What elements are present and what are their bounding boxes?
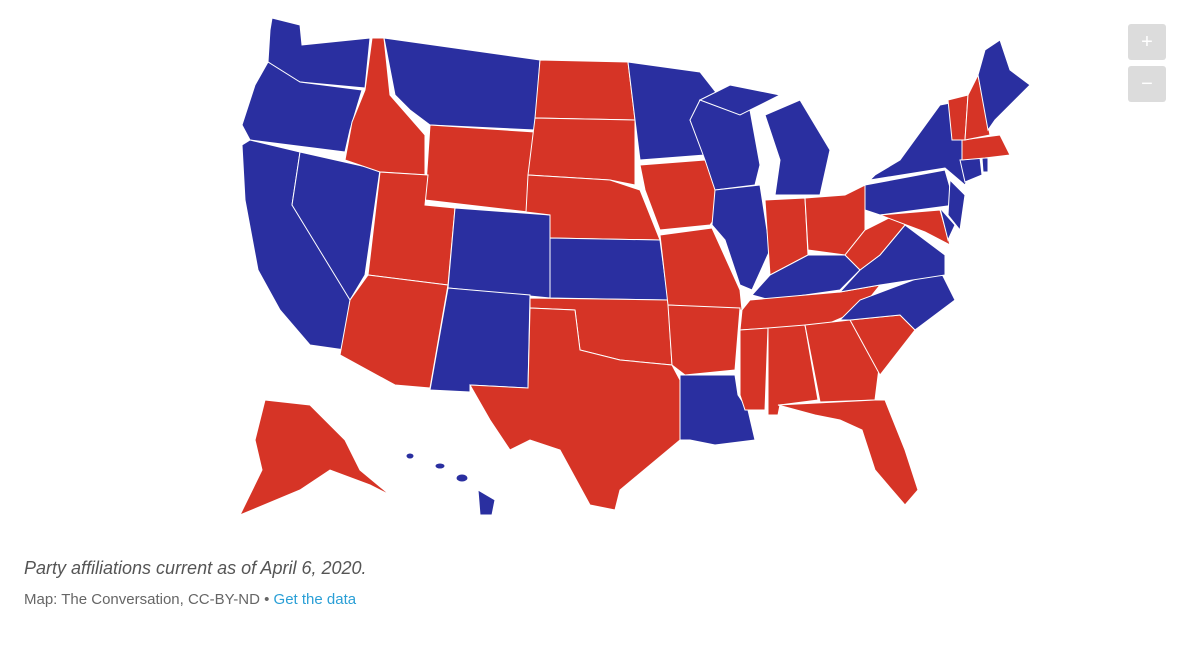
zoom-out-button[interactable]: − (1128, 66, 1166, 102)
state-shape (447, 207, 551, 299)
source: Map: The Conversation, CC-BY-ND (24, 591, 260, 608)
state-shape (238, 399, 391, 516)
state-shape (961, 134, 1011, 161)
state-shape (405, 452, 415, 460)
state-shape (429, 287, 531, 393)
state-shape (434, 462, 446, 470)
state-shape (879, 209, 951, 246)
state-shape (534, 59, 636, 121)
state-shape (477, 489, 496, 516)
state-shape (777, 399, 919, 506)
state-shape (679, 374, 756, 446)
state-shape (844, 214, 906, 271)
state-shape (424, 124, 536, 213)
state-shape (981, 157, 989, 173)
state-shape (711, 184, 771, 291)
us-map (238, 17, 1031, 516)
state-shape (267, 17, 371, 89)
zoom-in-button[interactable]: + (1128, 24, 1166, 60)
state-shape (549, 237, 669, 301)
state-shape (527, 117, 636, 186)
state-shape (339, 274, 449, 389)
state-shape (241, 61, 363, 153)
state-shape (864, 169, 956, 216)
state-shape (764, 99, 831, 196)
credit: Map: The Conversation, CC-BY-ND • Get th… (24, 591, 356, 608)
data-link[interactable]: Get the data (273, 591, 357, 608)
state-shape (455, 473, 469, 483)
state-shape (405, 452, 496, 516)
state-shape (739, 327, 769, 411)
state-shape (659, 227, 743, 311)
state-shape (939, 207, 956, 242)
state-shape (947, 178, 966, 232)
state-shape (838, 269, 956, 331)
state-shape (964, 73, 991, 141)
state-shape (698, 84, 782, 116)
state-shape (977, 39, 1031, 132)
caption: Party affiliations current as of April 6… (24, 558, 367, 578)
states (238, 17, 1031, 516)
state-shape (667, 304, 741, 376)
separator: • (264, 591, 270, 608)
